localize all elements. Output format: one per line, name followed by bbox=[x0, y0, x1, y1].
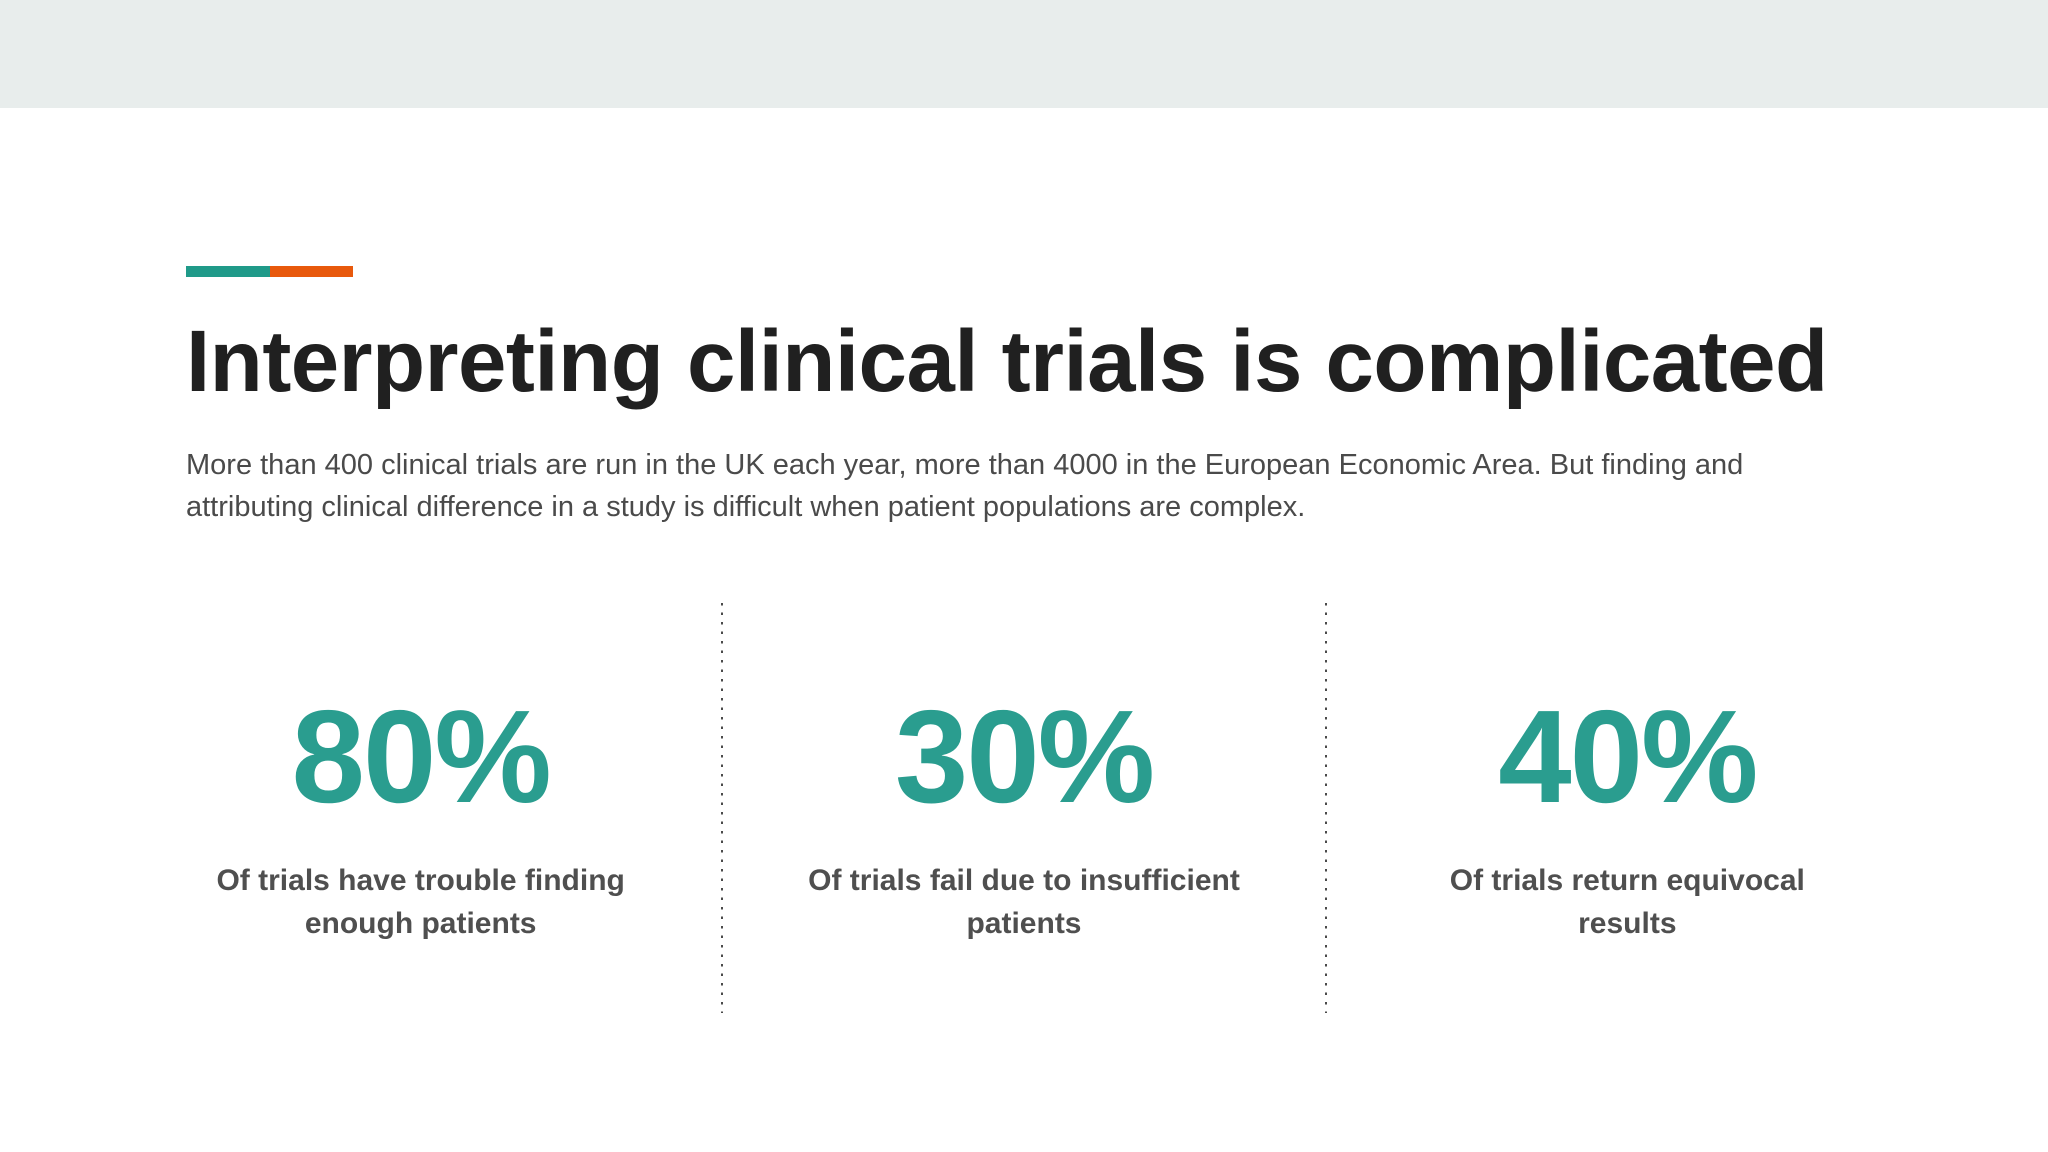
stat-card-trials-fail: 30% Of trials fail due to insufficient p… bbox=[723, 603, 1324, 1013]
stat-value: 30% bbox=[894, 683, 1155, 830]
dotted-column-divider-1 bbox=[721, 603, 724, 1013]
intro-paragraph-line-1: More than 400 clinical trials are run in… bbox=[186, 449, 1744, 481]
intro-paragraph: More than 400 clinical trials are run in… bbox=[186, 444, 1868, 528]
stat-label: Of trials have trouble finding enough pa… bbox=[120, 859, 721, 945]
intro-paragraph-line-2: attributing clinical difference in a stu… bbox=[186, 491, 1306, 523]
stat-label-line-2: enough patients bbox=[304, 907, 537, 940]
stat-label: Of trials fail due to insufficient patie… bbox=[723, 859, 1324, 945]
stat-card-finding-patients: 80% Of trials have trouble finding enoug… bbox=[120, 603, 721, 1013]
stat-label-line-1: Of trials return equivocal bbox=[1449, 864, 1805, 897]
accent-bar-orange-segment bbox=[270, 266, 353, 277]
page-title: Interpreting clinical trials is complica… bbox=[186, 313, 1828, 410]
stat-value: 80% bbox=[291, 683, 552, 830]
stat-label-line-1: Of trials have trouble finding bbox=[216, 864, 625, 897]
stat-card-equivocal-results: 40% Of trials return equivocal results bbox=[1327, 603, 1928, 1013]
stat-value: 40% bbox=[1498, 683, 1758, 830]
accent-bar-teal-segment bbox=[186, 266, 270, 277]
stat-label-line-2: patients bbox=[966, 907, 1082, 940]
stat-label-line-1: Of trials fail due to insufficient bbox=[808, 864, 1240, 897]
slide-content: Interpreting clinical trials is complica… bbox=[0, 266, 2048, 528]
stats-row: 80% Of trials have trouble finding enoug… bbox=[120, 603, 1928, 1013]
top-strip bbox=[0, 0, 2048, 108]
accent-bar bbox=[186, 266, 353, 277]
stat-label: Of trials return equivocal results bbox=[1327, 859, 1928, 945]
stat-label-line-2: results bbox=[1578, 907, 1677, 940]
dotted-column-divider-2 bbox=[1324, 603, 1327, 1013]
